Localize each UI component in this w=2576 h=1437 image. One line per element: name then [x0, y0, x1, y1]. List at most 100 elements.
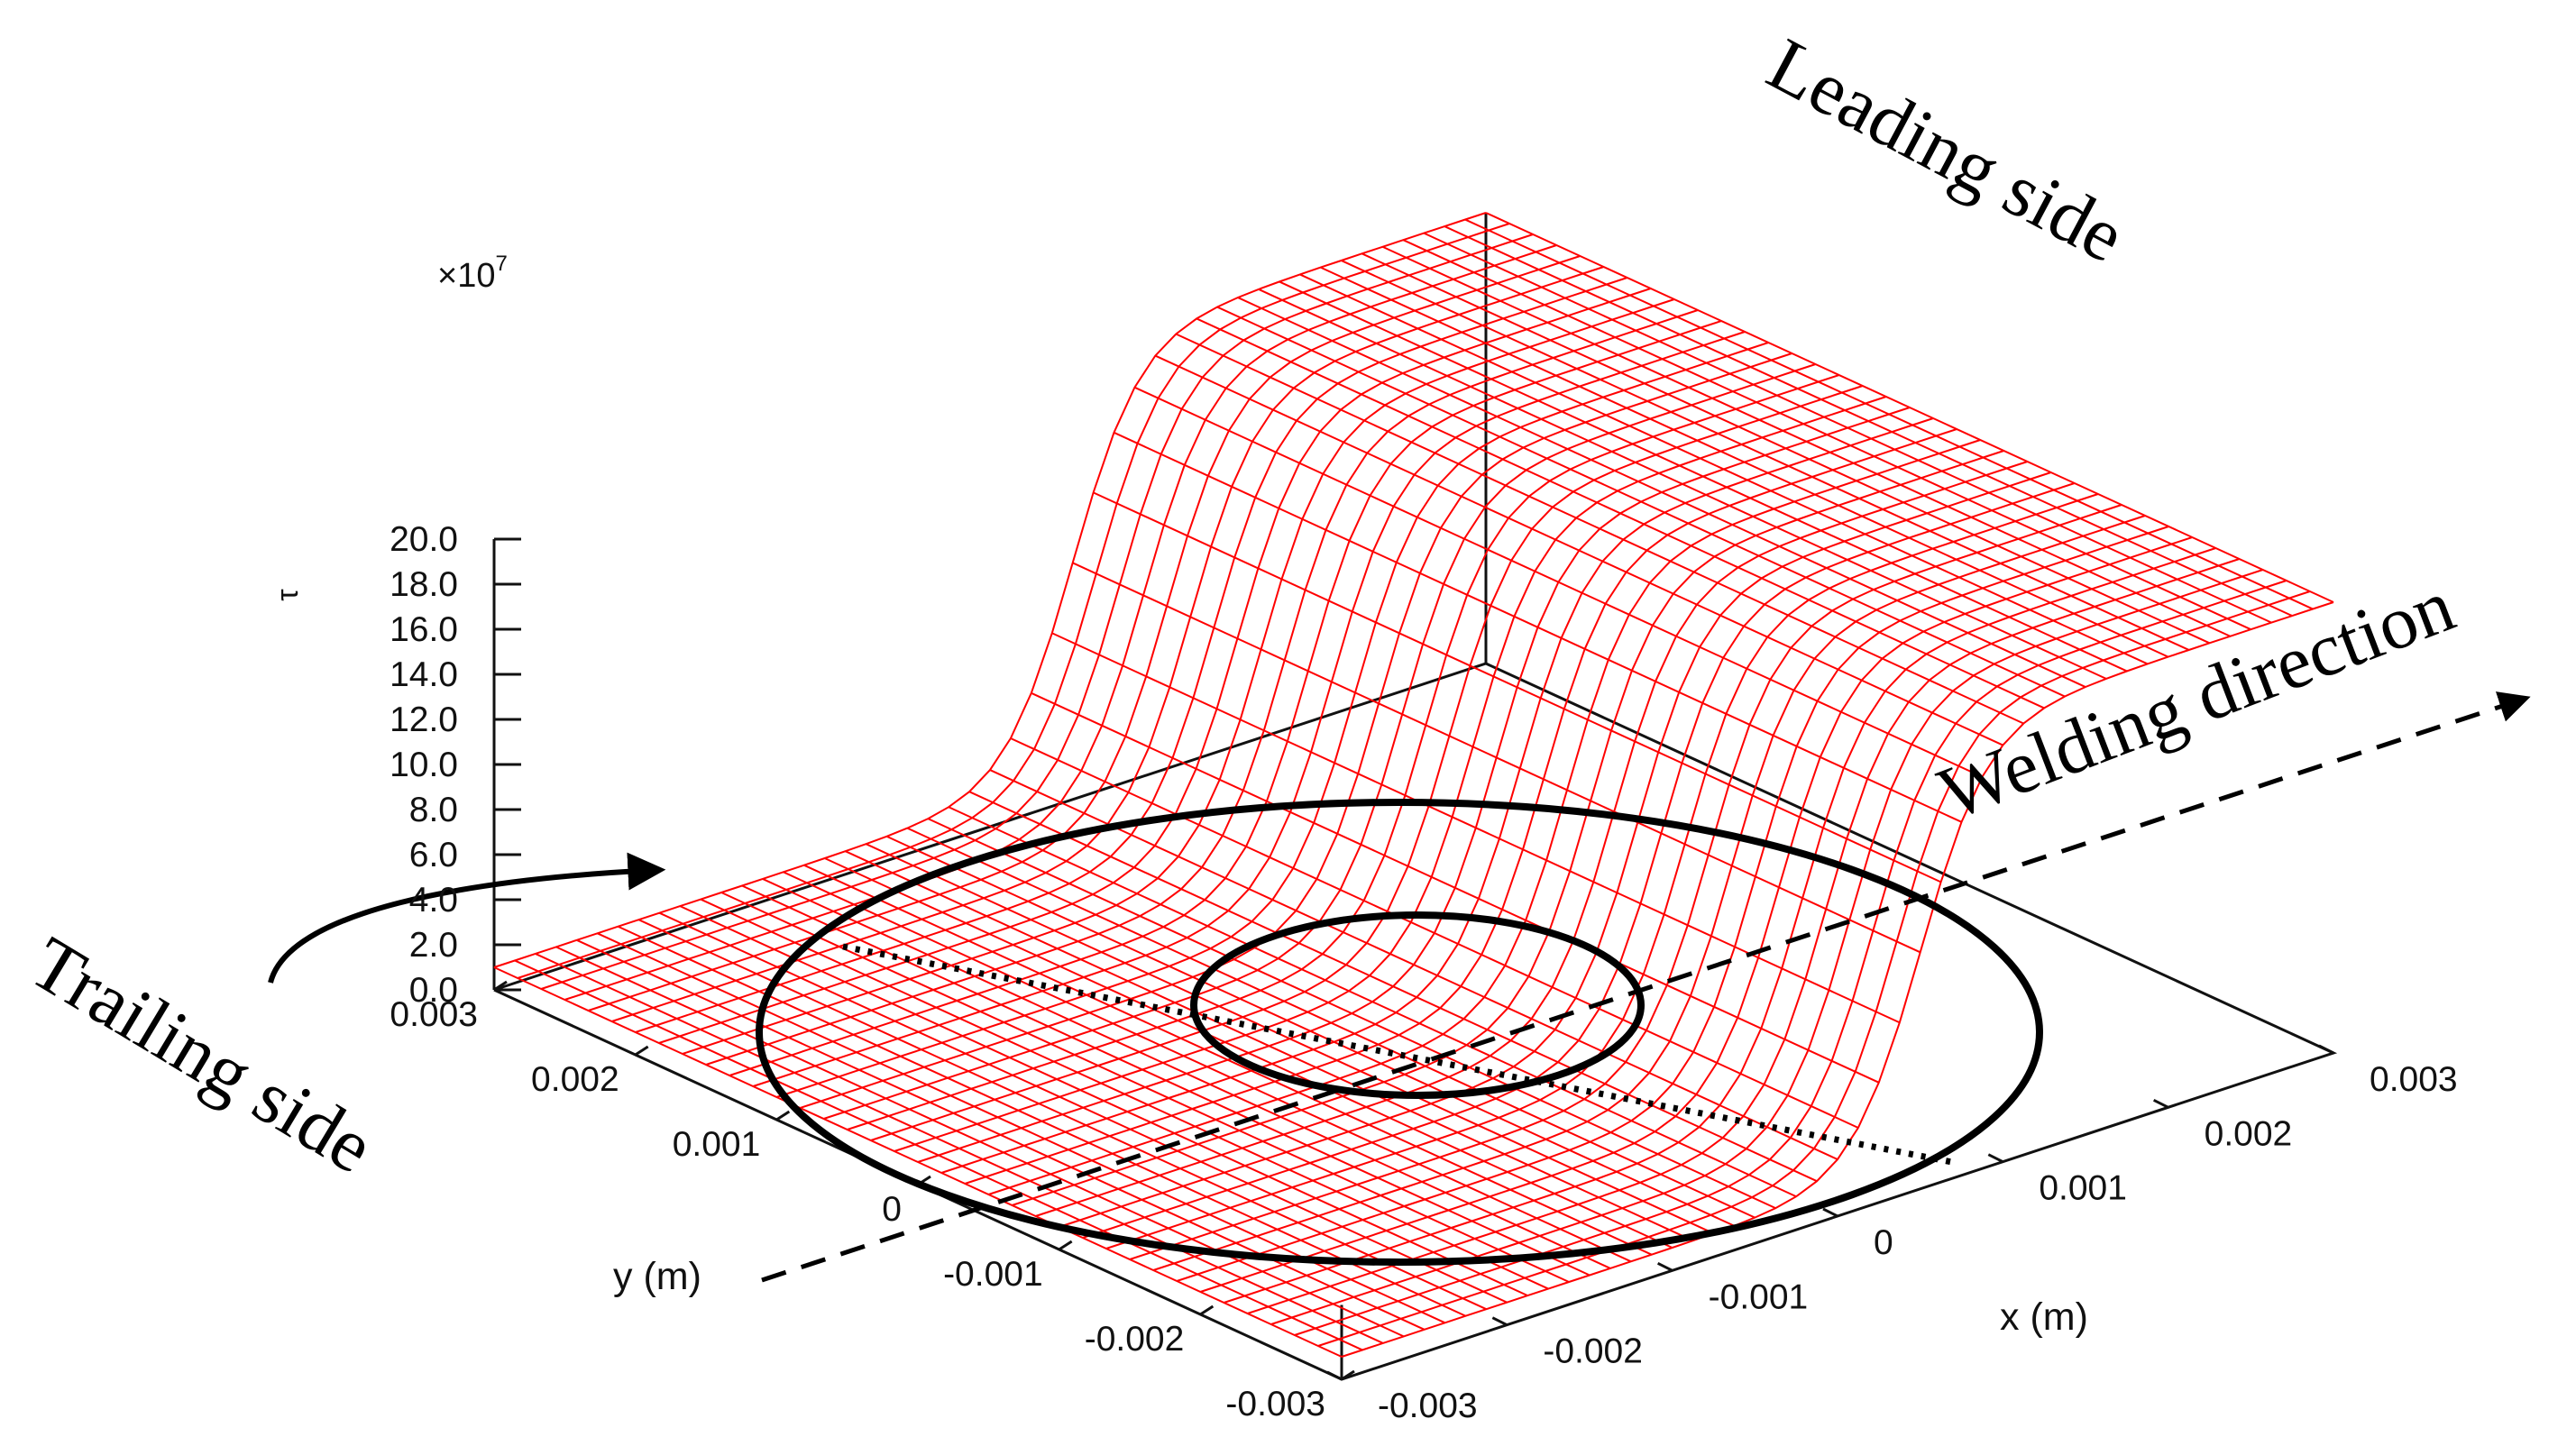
x-tick [1491, 1316, 1508, 1327]
x-tick [1822, 1207, 1838, 1218]
mesh-line-x [762, 878, 1611, 1269]
x-tick [2152, 1098, 2169, 1109]
mesh-line-x [1237, 297, 2086, 688]
x-tick-labels: -0.003 -0.002 -0.001 0 0.001 0.002 0.003 [1378, 1060, 2458, 1425]
mesh-line-x [741, 884, 1591, 1277]
mesh-line-x [885, 835, 1735, 1227]
mesh-line-x [1279, 280, 2128, 673]
mesh-line-x [1381, 245, 2231, 637]
x-tick [1656, 1261, 1673, 1272]
z-multiplier: ×107 [437, 252, 508, 295]
mesh-line-x [1196, 317, 2045, 709]
mesh-line-x [1154, 354, 2003, 746]
mesh-line-x [989, 769, 1838, 1160]
x-tick [2318, 1044, 2334, 1055]
mesh-line-x [803, 864, 1653, 1256]
y-axis-label: y (m) [613, 1255, 701, 1298]
mesh-line-x [493, 966, 1343, 1358]
mesh-line-x [1402, 239, 2251, 631]
y-tick [775, 1110, 791, 1121]
z-tick-label: 18.0 [390, 565, 458, 604]
mesh-line-x [968, 791, 1818, 1183]
mesh-line-x [1051, 632, 1901, 1024]
mesh-line-x [1010, 737, 1859, 1129]
z-tick-label: 8.0 [409, 791, 458, 829]
mesh-line-x [1175, 333, 2024, 725]
mesh-line-x [1361, 252, 2210, 645]
x-tick-label: -0.002 [1543, 1332, 1643, 1371]
trailing-side-arrow [268, 852, 666, 984]
y-tick [1341, 1369, 1355, 1381]
z-tick-label: 2.0 [409, 926, 458, 965]
y-tick [1058, 1240, 1073, 1251]
x-axis-label: x (m) [2000, 1295, 2088, 1339]
surface-mesh [493, 212, 2334, 1358]
mesh-line-x [700, 898, 1549, 1290]
mesh-line-x [1341, 260, 2190, 651]
mesh-line-x [1485, 212, 2334, 603]
mesh-line-x [866, 843, 1714, 1235]
z-tick-labels: 20.0 18.0 16.0 14.0 12.0 10.0 8.0 6.0 4.0 2.0 0.0 [390, 520, 458, 1010]
z-tick-label: 6.0 [409, 836, 458, 874]
mesh-line-x [1258, 288, 2107, 680]
y-tick-label: 0.002 [531, 1060, 619, 1099]
leading-side-label: Leading side [1755, 23, 2138, 279]
trailing-side-label: Trailing side [16, 921, 387, 1190]
mesh-line-x [618, 925, 1466, 1317]
z-multiplier-base: ×10 [437, 257, 495, 295]
y-tick-labels: 0.003 0.002 0.001 0 -0.001 -0.002 -0.003 [390, 995, 1325, 1423]
mesh-line-x [555, 946, 1405, 1338]
mesh-line-x [927, 818, 1776, 1210]
x-tick-label: -0.003 [1378, 1387, 1478, 1425]
y-tick-label: -0.002 [1085, 1320, 1185, 1359]
circle-group [756, 799, 2043, 1266]
mesh-line-x [679, 905, 1528, 1297]
x-tick-label: 0.003 [2370, 1060, 2458, 1099]
z-tick-label: 12.0 [390, 700, 458, 739]
welding-direction-arrow [761, 691, 2531, 1283]
mesh-line-x [845, 850, 1694, 1242]
mesh-line-x [658, 911, 1508, 1304]
z-tick-label: 10.0 [390, 746, 458, 784]
x-tick [1987, 1153, 2004, 1164]
x-tick-label: 0 [1874, 1223, 1893, 1262]
mesh-line-x [637, 919, 1487, 1311]
mesh-line-x [1299, 273, 2149, 665]
x-tick-label: 0.002 [2205, 1114, 2293, 1153]
y-tick-label: 0.001 [673, 1125, 761, 1164]
y-tick [493, 980, 508, 992]
y-tick-label: -0.003 [1225, 1385, 1325, 1423]
mesh-line-x [824, 857, 1673, 1249]
mesh-line-x [1093, 491, 1942, 883]
z-axis-label: τ [270, 589, 305, 601]
y-tick-label: -0.001 [943, 1255, 1043, 1294]
z-tick-label: 0.0 [409, 971, 458, 1010]
z-multiplier-exponent: 7 [495, 252, 507, 276]
x-tick [1326, 1370, 1343, 1381]
mesh-line-x [576, 938, 1426, 1331]
mesh-line-x [1464, 218, 2314, 610]
mesh-line-x [1320, 266, 2169, 658]
mesh-line-x [1133, 386, 1983, 778]
z-tick-label: 4.0 [409, 881, 458, 920]
outer-tool-circle [756, 799, 2043, 1266]
mesh-line-x [1031, 691, 1880, 1084]
mesh-line-x [1444, 225, 2293, 617]
overlay-annotations [268, 691, 2531, 1283]
z-tick-label: 14.0 [390, 655, 458, 694]
mesh-line-x [783, 871, 1632, 1263]
mesh-line-x [948, 806, 1797, 1198]
axis-ticks [493, 537, 2334, 1381]
mesh-line-x [514, 959, 1363, 1351]
inner-pin-circle [1190, 911, 1645, 1099]
y-tick-label: 0 [882, 1190, 902, 1229]
x-tick-label: 0.001 [2039, 1169, 2127, 1208]
y-tick-label: 0.003 [390, 995, 478, 1034]
x-tick-label: -0.001 [1709, 1277, 1809, 1316]
z-tick-label: 16.0 [390, 610, 458, 649]
y-tick [634, 1045, 649, 1057]
z-tick-label: 20.0 [390, 520, 458, 559]
mesh-line-x [535, 953, 1384, 1344]
mesh-line-x [1216, 306, 2066, 698]
